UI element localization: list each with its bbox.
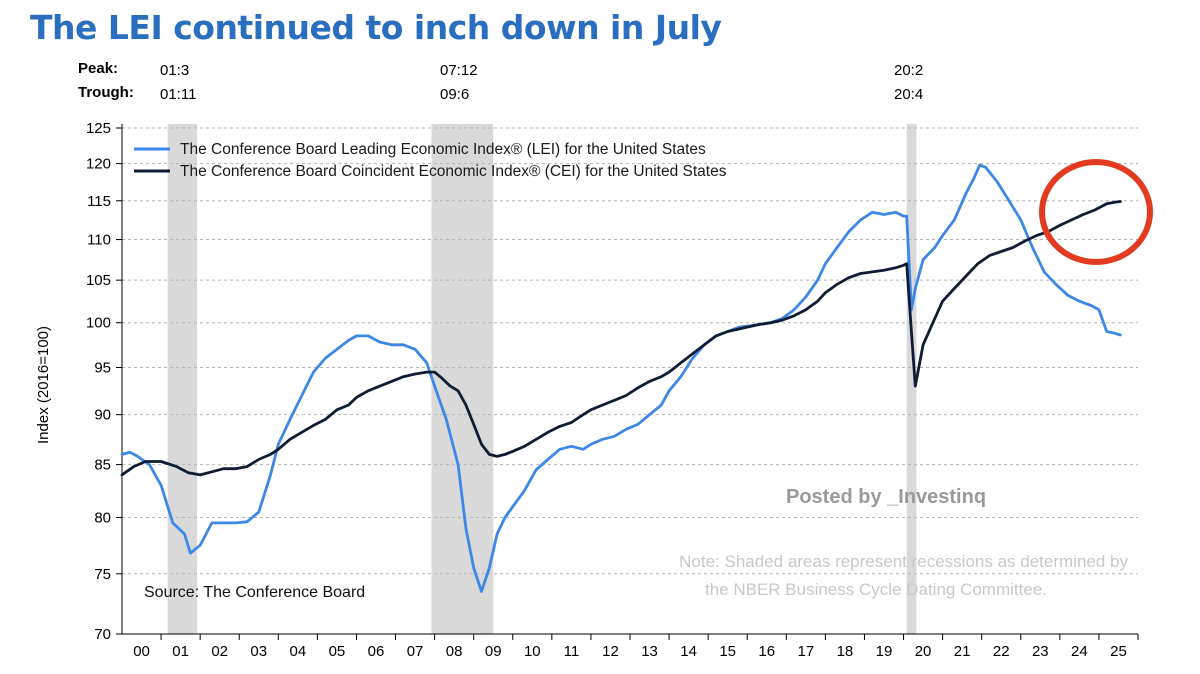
legend-label-lei: The Conference Board Leading Economic In…	[180, 141, 706, 158]
y-tick-label-85: 85	[94, 457, 111, 474]
x-tick-label-24: 24	[1071, 643, 1088, 660]
trough-date-3: 20:4	[894, 86, 924, 103]
y-tick-label-115: 115	[87, 193, 111, 210]
x-tick-label-05: 05	[329, 643, 346, 660]
series-line-cei	[120, 200, 1122, 477]
trough-date-1: 01:11	[160, 86, 197, 103]
peak-date-1: 01:3	[160, 62, 190, 79]
page-title: The LEI continued to inch down in July	[30, 8, 722, 47]
y-tick-label-100: 100	[86, 315, 111, 332]
x-tick-label-22: 22	[993, 643, 1010, 660]
x-tick-label-21: 21	[954, 643, 971, 660]
series-line-lei	[120, 163, 1122, 593]
trough-label: Trough:	[78, 84, 134, 101]
x-tick-label-23: 23	[1032, 643, 1049, 660]
x-tick-label-12: 12	[602, 643, 619, 660]
y-tick-label-90: 90	[94, 407, 111, 424]
y-tick-label-125: 125	[86, 120, 111, 137]
peak-date-3: 20:2	[894, 62, 924, 79]
recession-band-3	[906, 124, 917, 634]
x-tick-label-16: 16	[758, 643, 775, 660]
gridlines	[122, 127, 1138, 575]
legend-label-cei: The Conference Board Coincident Economic…	[180, 163, 727, 180]
x-tick-label-19: 19	[876, 643, 893, 660]
x-axis: 00 01 02 03 04 05 06 07 08 09 10 11 12 13 14 15 16 17 18 19…	[122, 633, 1139, 660]
x-tick-label-02: 02	[211, 643, 228, 660]
x-tick-label-10: 10	[524, 643, 541, 660]
y-tick-label-120: 120	[86, 156, 111, 173]
series-lines	[120, 163, 1122, 593]
watermark-text: Posted by _Investinq	[786, 486, 986, 508]
x-tick-label-01: 01	[172, 643, 189, 660]
x-tick-label-25: 25	[1110, 643, 1127, 660]
y-axis-label: Index (2016=100)	[35, 326, 52, 444]
y-tick-label-80: 80	[94, 509, 111, 526]
x-tick-label-04: 04	[290, 643, 307, 660]
x-tick-label-18: 18	[837, 643, 854, 660]
y-tick-label-110: 110	[87, 232, 111, 249]
x-tick-label-03: 03	[250, 643, 267, 660]
legend: The Conference Board Leading Economic In…	[134, 141, 727, 180]
x-tick-label-13: 13	[641, 643, 658, 660]
y-tick-label-70: 70	[94, 626, 111, 643]
plot-area	[122, 124, 1138, 636]
x-tick-label-00: 00	[133, 643, 150, 660]
x-tick-label-08: 08	[446, 643, 463, 660]
y-tick-label-75: 75	[94, 566, 111, 583]
x-tick-label-09: 09	[485, 643, 502, 660]
y-tick-label-105: 105	[86, 272, 111, 289]
x-tick-label-17: 17	[798, 643, 815, 660]
x-tick-label-06: 06	[368, 643, 385, 660]
source-text: Source: The Conference Board	[144, 584, 365, 601]
peak-date-2: 07:12	[440, 62, 478, 79]
y-axis: 70 75 80 85 90 95 100 105 110 115 120 125	[86, 120, 123, 643]
y-tick-label-95: 95	[94, 359, 111, 376]
x-tick-label-20: 20	[915, 643, 932, 660]
recession-band-1	[167, 124, 198, 634]
x-tick-label-11: 11	[564, 643, 580, 660]
x-tick-label-07: 07	[407, 643, 424, 660]
note-line-2: the NBER Business Cycle Dating Committee…	[705, 580, 1047, 599]
x-tick-label-15: 15	[719, 643, 736, 660]
peak-label: Peak:	[78, 60, 119, 77]
highlight-circle	[1039, 159, 1153, 265]
note-line-1: Note: Shaded areas represent recessions …	[679, 552, 1128, 571]
x-tick-label-14: 14	[680, 643, 697, 660]
trough-date-2: 09:6	[440, 86, 470, 103]
